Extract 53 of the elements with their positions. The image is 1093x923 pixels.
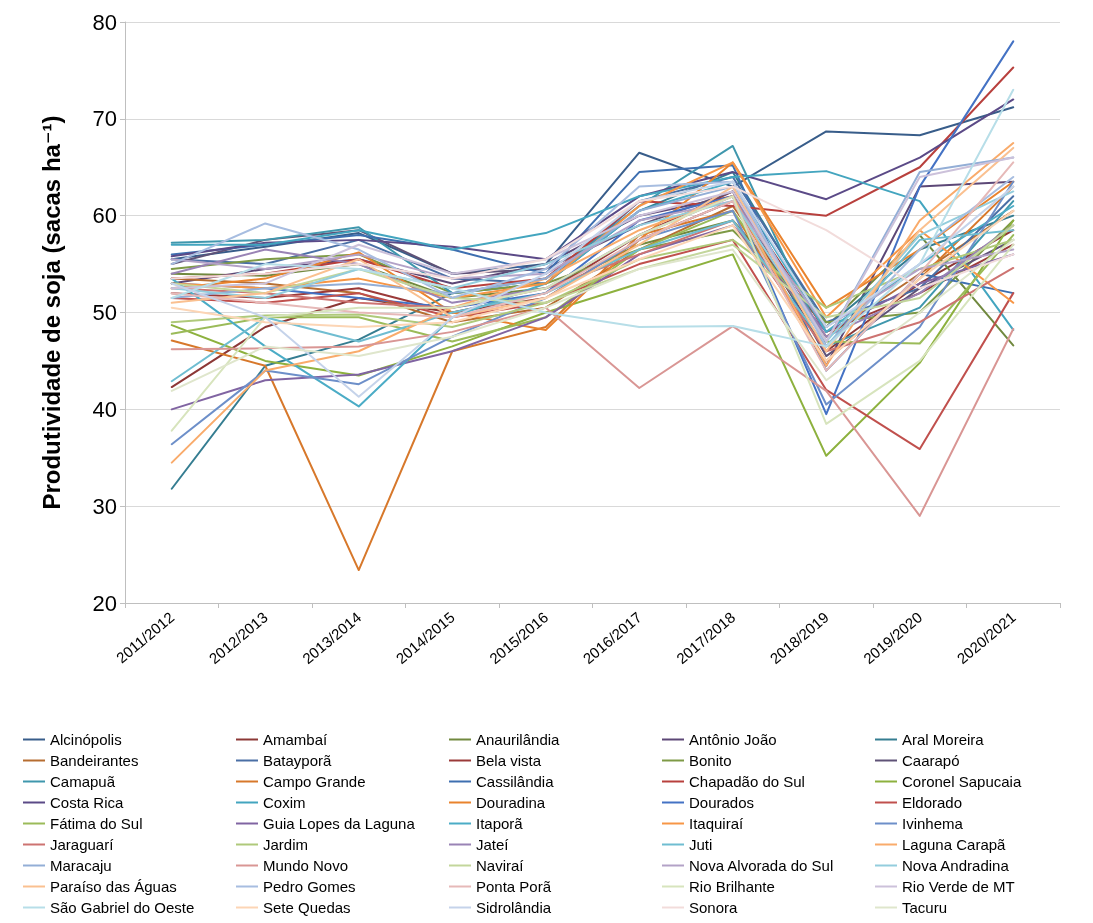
legend-label: Guia Lopes da Laguna [263, 815, 416, 832]
legend-label: Costa Rica [50, 794, 125, 811]
legend-label: Juti [689, 836, 713, 853]
legend-label: Eldorado [902, 794, 963, 811]
y-axis-title: Produtividade de soja (sacas ha⁻¹) [37, 115, 65, 510]
legend-label: Rio Verde de MT [902, 878, 1015, 895]
legend-label: Alcinópolis [50, 731, 122, 748]
legend-label: Jardim [263, 836, 309, 853]
legend-label: Nova Alvorada do Sul [689, 857, 834, 874]
legend-label: Nova Andradina [902, 857, 1010, 874]
legend-label: Anaurilândia [476, 731, 561, 748]
y-tick-label: 30 [92, 493, 117, 519]
legend-label: Bonito [689, 752, 732, 769]
legend-label: São Gabriel do Oeste [50, 899, 195, 916]
legend-label: Coronel Sapucaia [902, 773, 1022, 790]
legend-label: Bandeirantes [50, 752, 139, 769]
legend-label: Itaquiraí [689, 815, 745, 832]
y-tick-label: 80 [92, 9, 117, 35]
legend-label: Amambaí [263, 731, 329, 748]
y-tick-label: 70 [92, 106, 117, 132]
y-tick-label: 40 [92, 396, 117, 422]
legend-label: Camapuã [50, 773, 116, 790]
legend-label: Antônio João [689, 731, 777, 748]
legend-label: Douradina [476, 794, 546, 811]
legend-label: Jateí [476, 836, 510, 853]
legend-label: Bela vista [476, 752, 542, 769]
y-tick-label: 20 [92, 590, 117, 616]
legend-label: Mundo Novo [263, 857, 349, 874]
legend-label: Ponta Porã [476, 878, 552, 895]
legend-label: Paraíso das Águas [50, 878, 177, 895]
legend-label: Batayporã [263, 752, 333, 769]
legend-label: Coxim [263, 794, 306, 811]
legend-label: Chapadão do Sul [689, 773, 805, 790]
legend-label: Sidrolândia [476, 899, 552, 916]
legend-label: Pedro Gomes [263, 878, 356, 895]
legend-label: Dourados [689, 794, 755, 811]
legend-label: Cassilândia [476, 773, 555, 790]
legend-label: Caarapó [902, 752, 960, 769]
legend-label: Sonora [689, 899, 739, 916]
legend-label: Itaporã [476, 815, 524, 832]
legend-label: Naviraí [476, 857, 525, 874]
legend-label: Campo Grande [263, 773, 366, 790]
legend-label: Aral Moreira [902, 731, 985, 748]
legend-label: Laguna Carapã [902, 836, 1007, 853]
legend-label: Maracaju [50, 857, 112, 874]
legend-label: Tacuru [902, 899, 948, 916]
y-tick-label: 60 [92, 203, 117, 229]
y-tick-label: 50 [92, 300, 117, 325]
legend-label: Fátima do Sul [50, 815, 143, 832]
legend-label: Sete Quedas [263, 899, 351, 916]
legend-label: Jaraguarí [50, 836, 115, 853]
legend-label: Ivinhema [902, 815, 964, 832]
legend-label: Rio Brilhante [689, 878, 775, 895]
